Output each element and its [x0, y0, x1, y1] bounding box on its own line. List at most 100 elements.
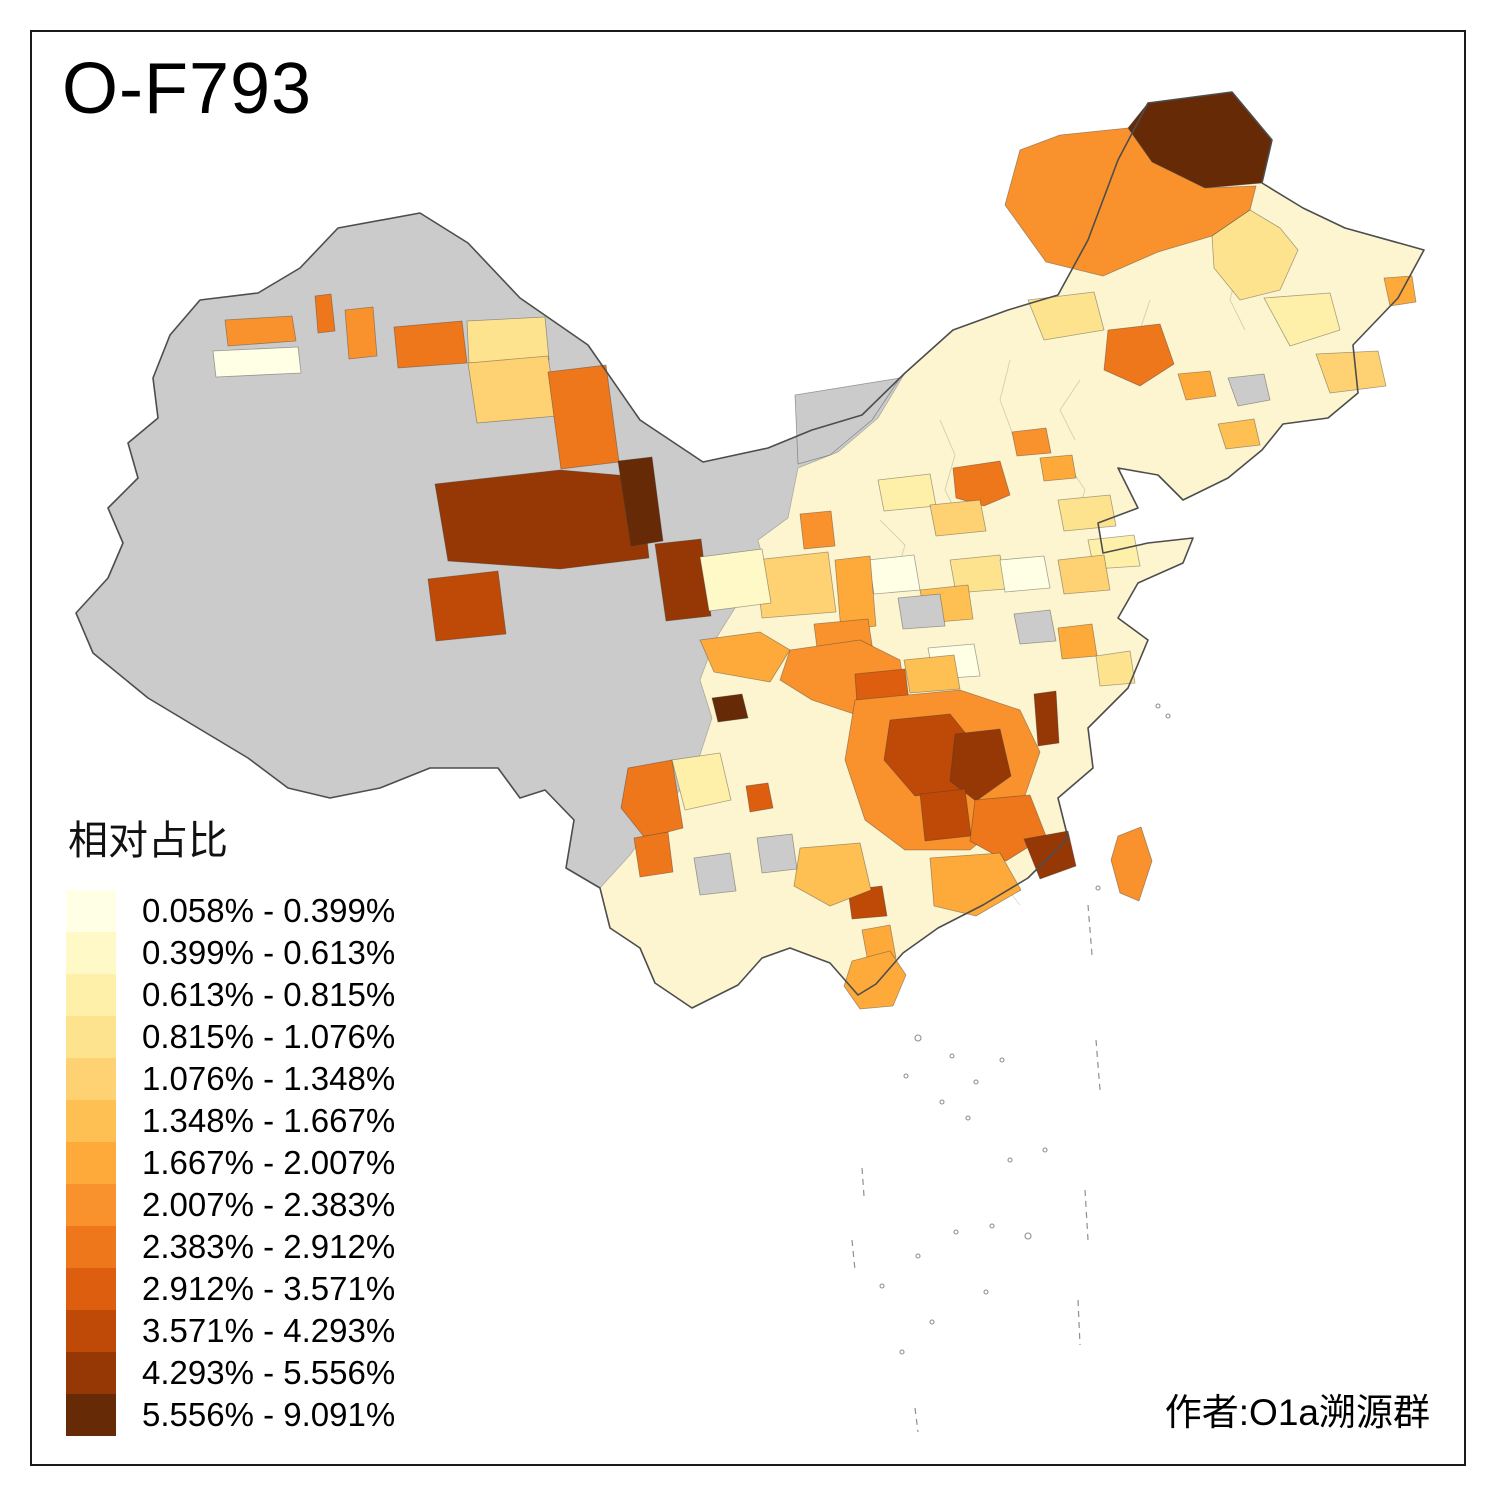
legend-item-2: 0.399% - 0.613%: [66, 932, 395, 974]
sea-islet-10: [915, 1253, 921, 1259]
legend-swatch: [66, 1184, 116, 1226]
legend-item-12: 4.293% - 5.556%: [66, 1352, 395, 1394]
legend-item-3: 0.613% - 0.815%: [66, 974, 395, 1016]
figure-title: O-F793: [62, 49, 313, 129]
sea-dash-26: [861, 1167, 865, 1197]
map-region-chengdu-dark: [711, 693, 749, 723]
legend-label: 0.613% - 0.815%: [142, 976, 396, 1013]
map-region-ne-orange-songyuan: [1103, 323, 1175, 387]
sea-islet-12: [879, 1283, 885, 1289]
map-region-nc-yellow-3: [1057, 494, 1117, 532]
legend-label: 1.076% - 1.348%: [142, 1060, 396, 1097]
map-region-xj-cream-strip: [212, 346, 302, 378]
sea-islet-8: [989, 1223, 995, 1229]
map-region-ne-gray-patch: [1227, 373, 1271, 407]
legend-item-11: 3.571% - 4.293%: [66, 1310, 395, 1352]
map-region-hebei-orange-1: [1011, 427, 1052, 457]
map-region-xj-orange-strip: [224, 315, 297, 347]
map-region-ne-yellow-4: [1217, 418, 1261, 450]
map-region-nc-yellow-2: [929, 499, 987, 537]
map-region-sichuan-north-orange: [699, 631, 791, 683]
map-region-taiwan-island: [1110, 826, 1153, 902]
map-region-xj-yellow-region: [467, 355, 558, 424]
sea-dash-24: [914, 1407, 919, 1433]
sea-dash-21: [1095, 1039, 1101, 1091]
sea-islet-5: [939, 1099, 945, 1105]
legend-swatch: [66, 1058, 116, 1100]
legend-item-6: 1.348% - 1.667%: [66, 1100, 395, 1142]
sea-islet-11: [983, 1289, 989, 1295]
legend-label: 1.348% - 1.667%: [142, 1102, 396, 1139]
map-region-brown-south: [427, 570, 507, 642]
legend-item-13: 5.556% - 9.091%: [66, 1394, 395, 1436]
legend-swatch: [66, 1226, 116, 1268]
legend: 相对占比 0.058% - 0.399% 0.399% - 0.613% 0.613…: [66, 808, 395, 1436]
legend-item-9: 2.383% - 2.912%: [66, 1226, 395, 1268]
sea-islet-3: [973, 1079, 979, 1085]
legend-swatch: [66, 1142, 116, 1184]
map-region-yunnan-yellow: [671, 752, 732, 811]
sea-islet-0: [914, 1034, 922, 1042]
map-region-guangxi-orange: [793, 842, 872, 907]
map-region-ne-yellow-1: [1211, 209, 1299, 301]
map-region-east-yellow-1: [1057, 554, 1111, 595]
sea-dash-23: [1077, 1299, 1081, 1346]
map-region-ne-orange-east: [1383, 275, 1417, 307]
map-region-turpan-orange: [547, 364, 620, 470]
map-region-hami-brown-big: [434, 469, 650, 570]
national-outline: [75, 91, 1425, 1009]
sea-islet-19: [1165, 713, 1171, 719]
legend-items: 0.058% - 0.399% 0.399% - 0.613% 0.613% - 0…: [66, 890, 395, 1436]
map-region-central-gray-2: [1013, 609, 1057, 645]
map-region-ne-yellow-3: [1315, 350, 1387, 394]
legend-label: 2.912% - 3.571%: [142, 1270, 396, 1307]
map-region-anhui-orange: [1057, 623, 1098, 660]
map-region-white-2: [999, 555, 1051, 593]
legend-item-10: 2.912% - 3.571%: [66, 1268, 395, 1310]
legend-label: 5.556% - 9.091%: [142, 1396, 396, 1433]
attribution: 作者:O1a溯源群: [1164, 1392, 1430, 1433]
sea-dash-25: [851, 1239, 856, 1271]
map-region-xj-orange-col: [344, 306, 378, 360]
map-region-shaanxi-orange: [834, 555, 877, 632]
map-region-xj-orange-block: [393, 320, 468, 369]
legend-label: 2.007% - 2.383%: [142, 1186, 396, 1223]
sea-dash-22: [1084, 1189, 1089, 1241]
sea-islet-2: [999, 1057, 1005, 1063]
map-region-ne-yellow-2: [1263, 292, 1341, 347]
legend-swatch: [66, 890, 116, 932]
sea-islet-14: [899, 1349, 905, 1355]
map-region-ningxia-orange: [799, 510, 836, 550]
map-region-hubei-orange: [903, 654, 961, 694]
legend-swatch: [66, 1016, 116, 1058]
legend-label: 0.058% - 0.399%: [142, 892, 396, 929]
map-region-yunnan-gray-1: [693, 852, 737, 896]
legend-swatch: [66, 1100, 116, 1142]
legend-swatch: [66, 1394, 116, 1436]
map-region-yunnan-red: [745, 782, 774, 813]
legend-swatch: [66, 1352, 116, 1394]
sea-islet-18: [1155, 703, 1161, 709]
sea-islet-7: [1024, 1232, 1032, 1240]
legend-item-7: 1.667% - 2.007%: [66, 1142, 395, 1184]
map-region-dark-blob: [654, 538, 712, 622]
map-region-hebei-orange-2: [1039, 454, 1077, 482]
inner-border-1: [999, 359, 1016, 441]
map-region-white-1: [867, 554, 921, 595]
map-region-dark-narrow: [617, 456, 664, 547]
map-region-ne-orange-small: [1177, 370, 1217, 401]
sea-islet-17: [1095, 885, 1101, 891]
map-region-central-gray-1: [897, 593, 946, 630]
sea-islet-9: [953, 1229, 959, 1235]
map-region-im-gray-wedge: [794, 377, 901, 465]
map-region-yunnan-gray-2: [756, 833, 798, 874]
map-region-hulunbuir-orange: [1004, 127, 1257, 277]
sea-islet-13: [929, 1319, 935, 1325]
legend-swatch: [66, 974, 116, 1016]
legend-swatch: [66, 932, 116, 974]
map-region-yunnan-orange-2: [633, 831, 674, 878]
map-region-xj-yellow-block: [466, 316, 550, 364]
legend-item-5: 1.076% - 1.348%: [66, 1058, 395, 1100]
